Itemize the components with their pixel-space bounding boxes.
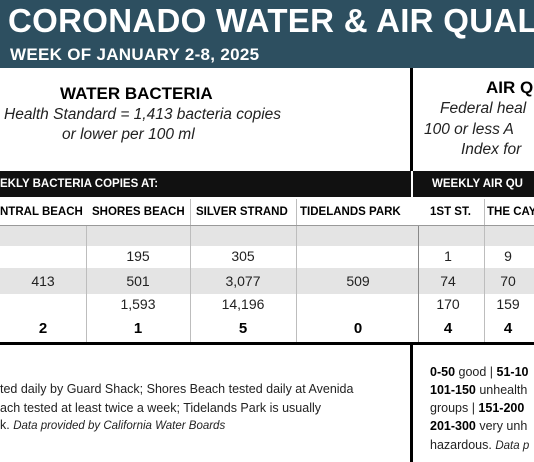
col-header-silver-strand: SILVER STRAND [196,206,288,218]
week-label: WEEK OF JANUARY 2-8, 2025 [10,45,260,64]
water-standard-line1: Health Standard = 1,413 bacteria copies [4,106,282,123]
cell-shores-2: 501 [126,273,150,289]
bar-separator [411,171,413,197]
section-divider-bottom [410,342,413,462]
table-bottom-rule [0,342,534,345]
water-footnote-line2: ach tested at least twice a week; Tidela… [0,401,321,415]
table-row: 413 501 3,077 509 74 70 [0,268,534,294]
water-footnote-line1: ted daily by Guard Shack; Shores Beach t… [0,382,354,396]
aqi-range-moderate: 51-10 [496,365,529,379]
table-row: 1,593 14,196 170 159 [0,294,534,316]
col-header-1st-st: 1ST ST. [430,206,471,218]
aqi-label-sensitive: unhealth [475,383,528,397]
column-divider [484,199,485,342]
cell-cay-1: 9 [504,248,512,264]
total-tidelands: 0 [353,320,363,337]
column-divider [86,226,87,342]
table-row [0,226,534,246]
col-header-the-cay: THE CAY [487,206,534,218]
cell-central-2: 413 [31,273,55,289]
cell-silver-3: 14,196 [221,296,265,312]
column-divider [190,199,191,342]
aqi-legend-line5: hazardous. Data p [430,436,529,455]
table-row [0,268,534,294]
aqi-range-unhealthy: 151-200 [478,401,525,415]
cell-tidelands-2: 509 [346,273,370,289]
section-divider-top [410,68,413,171]
aqi-range-very-unhealthy: 201-300 [430,419,476,433]
aqi-label-very-unhealthy: very unh [475,419,528,433]
table-row: 195 305 1 9 [0,246,534,268]
cell-shores-1: 195 [126,248,150,264]
table-header-bar: EKLY BACTERIA COPIES AT: WEEKLY AIR QU [0,171,534,197]
water-bar-label: EKLY BACTERIA COPIES AT: [0,178,159,190]
cell-silver-2: 3,077 [225,273,261,289]
aqi-label-good: good | [455,365,497,379]
total-silver: 5 [238,320,248,337]
aqi-legend-line4: 201-300 very unh [430,417,527,435]
water-section-title: WATER BACTERIA [60,84,213,103]
cell-cay-3: 159 [496,296,520,312]
col-header-central-beach: NTRAL BEACH [0,206,83,218]
page-title: CORONADO WATER & AIR QUALITY R [8,2,534,39]
aqi-range-sensitive: 101-150 [430,383,476,397]
title-banner: CORONADO WATER & AIR QUALITY R WEEK OF J… [0,0,534,68]
air-bar-label: WEEKLY AIR QU [432,178,523,190]
air-standard-line2: 100 or less A [424,121,514,138]
aqi-range-good: 0-50 [430,365,456,379]
cell-1st-1: 1 [444,248,452,264]
cell-1st-2: 74 [440,273,456,289]
total-central: 2 [38,320,48,337]
cell-cay-2: 70 [500,273,516,289]
header-rule [0,225,534,226]
col-header-shores-beach: SHORES BEACH [92,206,185,218]
total-1st: 4 [443,320,453,337]
aqi-legend-line2: 101-150 unhealth [430,381,527,399]
column-divider [418,226,419,342]
water-source-credit: Data provided by California Water Boards [13,420,226,432]
col-header-tidelands-park: TIDELANDS PARK [300,206,401,218]
totals-row: 2 1 5 0 4 4 [0,316,534,342]
cell-1st-3: 170 [436,296,460,312]
aqi-legend-line3: groups | 151-200 [430,399,524,417]
cell-silver-1: 305 [231,248,255,264]
water-footnote-line3: k. Data provided by California Water Boa… [0,416,225,435]
aqi-legend-line1: 0-50 good | 51-10 [430,363,529,381]
water-footnote-text: k. [0,418,14,432]
air-section-title: AIR Q [486,78,534,97]
column-divider [296,199,297,342]
total-cay: 4 [503,320,513,337]
total-shores: 1 [133,320,143,337]
cell-shores-3: 1,593 [120,296,156,312]
air-standard-line1: Federal heal [440,100,527,117]
air-source-credit: Data p [495,440,530,452]
aqi-label-hazardous: hazardous. [430,438,496,452]
air-standard-line3: Index for [461,141,522,158]
water-standard-line2: or lower per 100 ml [62,126,195,143]
aqi-label-groups: groups | [430,401,479,415]
